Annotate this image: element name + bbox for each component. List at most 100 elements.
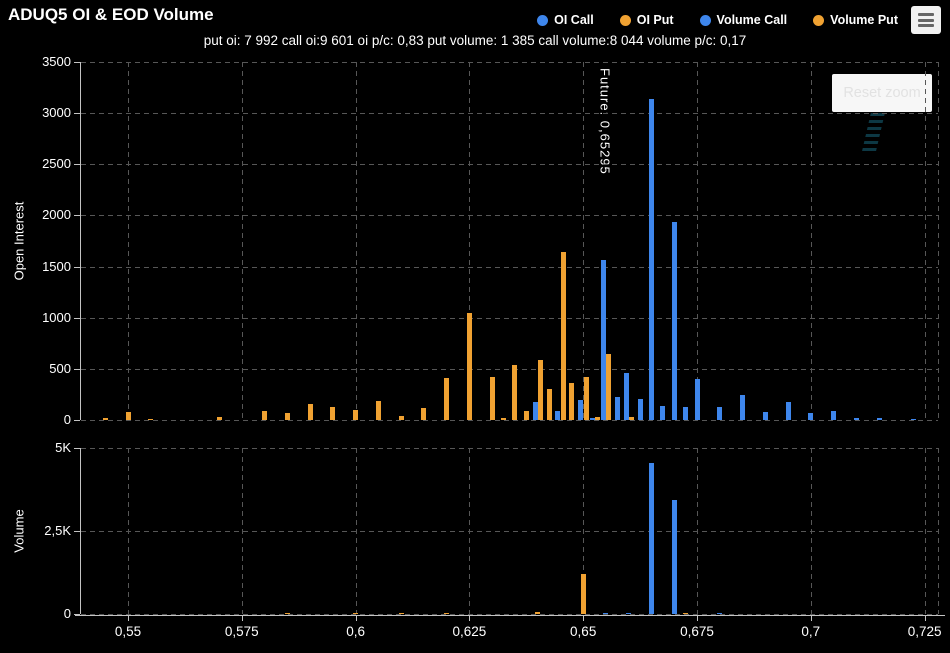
legend: OI Call OI Put Volume Call Volume Put	[537, 13, 898, 27]
oi-call-bar[interactable]	[694, 379, 700, 420]
oi-put-bar[interactable]	[466, 312, 472, 420]
volume-put-bar[interactable]	[353, 613, 359, 614]
x-tick-label: 0,7	[801, 623, 821, 639]
x-tick-label: 0,675	[680, 623, 714, 639]
volume-call-bar[interactable]	[717, 613, 723, 614]
chart-context-menu-button[interactable]	[911, 6, 941, 34]
oi-call-bar[interactable]	[555, 410, 561, 420]
gridline-horizontal	[81, 420, 938, 421]
oi-put-bar[interactable]	[398, 415, 404, 420]
reset-zoom-button[interactable]: Reset zoom	[832, 74, 932, 112]
gridline-vertical	[697, 448, 698, 614]
oi-put-bar[interactable]	[330, 406, 336, 420]
gridline-vertical	[241, 448, 243, 614]
oi-call-bar[interactable]	[831, 410, 837, 420]
x-tick-label: 0,65	[570, 623, 597, 639]
oi-call-bar[interactable]	[532, 401, 538, 420]
oi-put-bar[interactable]	[262, 410, 268, 420]
oi-call-bar[interactable]	[637, 398, 643, 420]
volume-put-bar[interactable]	[444, 613, 450, 614]
oi-call-bar[interactable]	[785, 402, 791, 420]
oi-put-bar[interactable]	[421, 407, 427, 420]
x-tick-label: 0,575	[224, 623, 259, 639]
oi-put-bar[interactable]	[538, 359, 544, 420]
oi-put-bar[interactable]	[148, 418, 154, 420]
legend-label: Volume Put	[830, 13, 898, 27]
gridline-vertical	[128, 62, 129, 420]
oi-call-bar[interactable]	[808, 412, 814, 420]
oi-call-bar[interactable]	[589, 417, 595, 420]
oi-put-bar[interactable]	[102, 417, 108, 420]
oi-call-bar[interactable]	[683, 406, 689, 420]
y-tick	[74, 113, 80, 115]
gridline-horizontal	[81, 448, 938, 449]
oi-call-bar[interactable]	[660, 405, 666, 420]
oi-put-bar[interactable]	[284, 412, 290, 420]
gridline-vertical	[241, 62, 243, 420]
x-tick	[241, 615, 243, 621]
volume-call-bar[interactable]	[648, 462, 654, 614]
y-tick-label: 2000	[42, 207, 71, 223]
x-tick-label: 0,625	[452, 623, 487, 639]
y-tick-label: 3500	[42, 54, 71, 69]
gridline-vertical	[924, 448, 926, 614]
volume-put-bar[interactable]	[683, 613, 689, 614]
oi-call-bar[interactable]	[623, 372, 629, 420]
oi-put-bar[interactable]	[569, 383, 575, 420]
x-tick	[469, 615, 471, 621]
oi-put-bar[interactable]	[629, 416, 635, 420]
legend-item-oi-call[interactable]: OI Call	[537, 13, 594, 27]
oi-put-bar[interactable]	[353, 409, 359, 420]
gridline-vertical	[697, 62, 698, 420]
gridline-horizontal	[81, 215, 938, 217]
volume-put-bar[interactable]	[535, 612, 541, 614]
oi-call-bar[interactable]	[671, 221, 677, 420]
gridline-horizontal	[81, 266, 938, 268]
volume-call-bar[interactable]	[603, 613, 609, 614]
oi-call-bar[interactable]	[876, 418, 882, 420]
gridline-vertical	[355, 448, 357, 614]
oi-call-bar[interactable]	[762, 411, 768, 420]
oi-put-bar[interactable]	[560, 252, 566, 420]
x-tick	[355, 615, 357, 621]
y-tick-label: 0	[63, 606, 71, 621]
oi-put-bar[interactable]	[512, 364, 518, 420]
oi-put-bar[interactable]	[444, 378, 450, 420]
volume-put-bar[interactable]	[580, 574, 586, 614]
future-price-label: Future: 0,65295	[597, 68, 613, 175]
legend-item-oi-put[interactable]: OI Put	[619, 13, 674, 27]
oi-call-bar[interactable]	[853, 418, 859, 420]
oi-put-bar[interactable]	[375, 400, 381, 420]
oi-put-bar[interactable]	[125, 411, 131, 420]
oi-call-bar[interactable]	[717, 406, 723, 420]
oi-put-bar[interactable]	[595, 416, 601, 420]
oi-put-bar[interactable]	[501, 417, 507, 420]
oi-put-bar[interactable]	[583, 377, 589, 420]
oi-call-bar[interactable]	[740, 395, 746, 420]
oi-put-bar[interactable]	[546, 389, 552, 420]
legend-item-volume-call[interactable]: Volume Call	[699, 13, 787, 27]
gridline-horizontal	[81, 113, 938, 115]
gridline-horizontal	[81, 164, 938, 166]
oi-put-bar[interactable]	[523, 410, 529, 420]
oi-put-bar[interactable]	[489, 377, 495, 420]
volume-put-bar[interactable]	[284, 613, 290, 614]
gridline-vertical	[583, 448, 585, 614]
oi-call-bar[interactable]	[578, 399, 584, 420]
oi-call-bar[interactable]	[600, 260, 606, 420]
chart-title: ADUQ5 OI & EOD Volume	[8, 5, 214, 24]
gridline-vertical	[810, 448, 812, 614]
y-tick	[74, 531, 80, 532]
legend-item-volume-put[interactable]: Volume Put	[813, 13, 898, 27]
oi-call-bar[interactable]	[614, 397, 620, 420]
oi-put-bar[interactable]	[216, 416, 222, 420]
oi-call-bar[interactable]	[910, 418, 916, 420]
y-tick	[74, 164, 80, 166]
volume-call-bar[interactable]	[671, 500, 677, 614]
oi-call-bar[interactable]	[648, 98, 654, 420]
volume-call-bar[interactable]	[626, 612, 632, 614]
volume-put-bar[interactable]	[398, 613, 404, 614]
oi-put-bar[interactable]	[307, 403, 313, 420]
x-tick-label: 0,6	[346, 623, 365, 639]
oi-put-bar[interactable]	[606, 353, 612, 420]
